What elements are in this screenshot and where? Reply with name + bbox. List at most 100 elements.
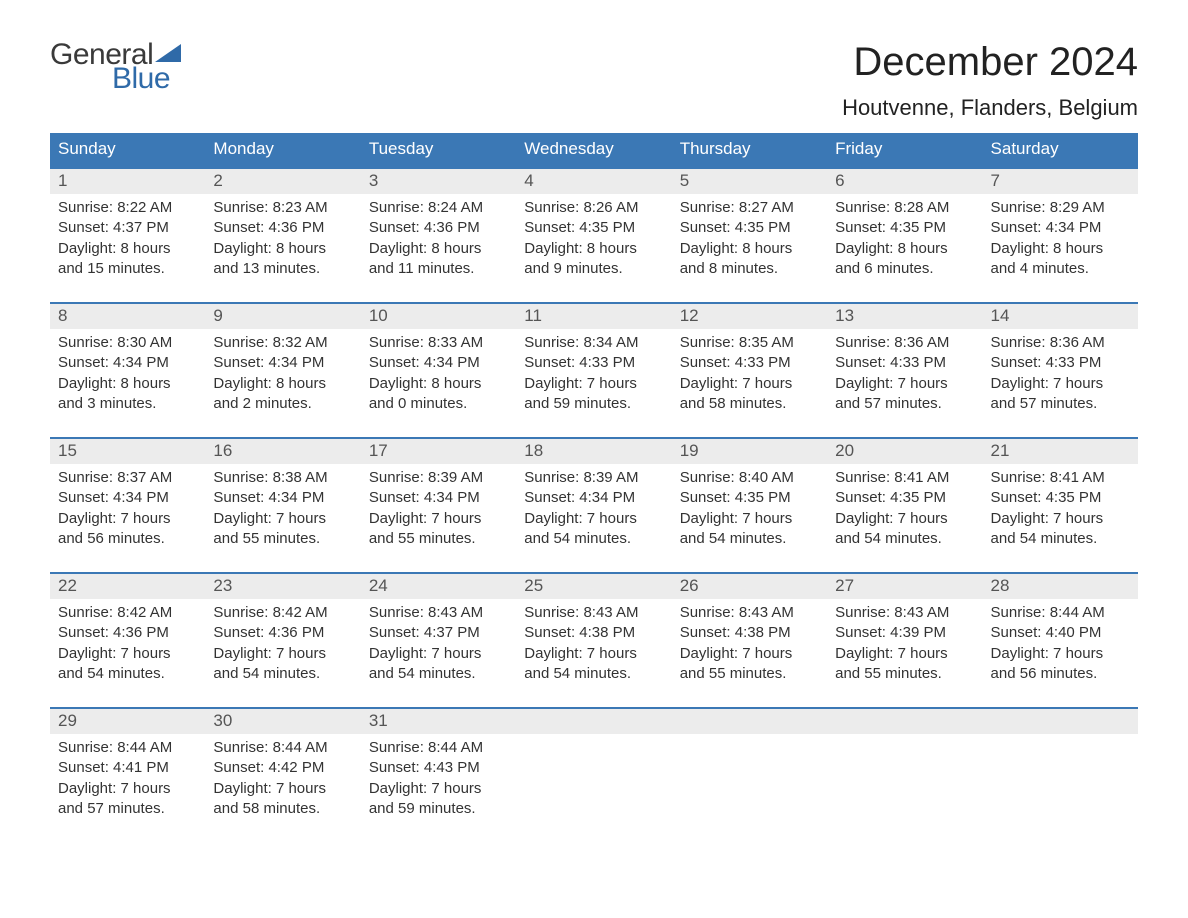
sunset-text: Sunset: 4:37 PM — [58, 218, 197, 238]
sunset-text: Sunset: 4:34 PM — [213, 488, 352, 508]
day-cell: Sunrise: 8:41 AMSunset: 4:35 PMDaylight:… — [827, 464, 982, 572]
day-cell: Sunrise: 8:32 AMSunset: 4:34 PMDaylight:… — [205, 329, 360, 437]
day-cell: Sunrise: 8:39 AMSunset: 4:34 PMDaylight:… — [361, 464, 516, 572]
daylight-line2: and 55 minutes. — [835, 664, 974, 684]
daylight-line1: Daylight: 8 hours — [213, 239, 352, 259]
day-number: 2 — [205, 169, 360, 194]
sunrise-text: Sunrise: 8:39 AM — [524, 468, 663, 488]
day-cell: Sunrise: 8:29 AMSunset: 4:34 PMDaylight:… — [983, 194, 1138, 302]
sunrise-text: Sunrise: 8:32 AM — [213, 333, 352, 353]
day-content-row: Sunrise: 8:44 AMSunset: 4:41 PMDaylight:… — [50, 734, 1138, 842]
sunset-text: Sunset: 4:40 PM — [991, 623, 1130, 643]
weekday-header: Tuesday — [361, 133, 516, 167]
day-cell: Sunrise: 8:43 AMSunset: 4:39 PMDaylight:… — [827, 599, 982, 707]
weekday-header: Monday — [205, 133, 360, 167]
sunrise-text: Sunrise: 8:37 AM — [58, 468, 197, 488]
day-number — [983, 709, 1138, 734]
sunrise-text: Sunrise: 8:43 AM — [680, 603, 819, 623]
day-cell: Sunrise: 8:43 AMSunset: 4:38 PMDaylight:… — [672, 599, 827, 707]
day-number: 28 — [983, 574, 1138, 599]
day-cell — [672, 734, 827, 842]
daylight-line2: and 59 minutes. — [369, 799, 508, 819]
day-cell: Sunrise: 8:40 AMSunset: 4:35 PMDaylight:… — [672, 464, 827, 572]
day-number: 30 — [205, 709, 360, 734]
month-title: December 2024 — [842, 40, 1138, 85]
daylight-line1: Daylight: 8 hours — [58, 374, 197, 394]
sunrise-text: Sunrise: 8:43 AM — [835, 603, 974, 623]
day-number: 29 — [50, 709, 205, 734]
sunset-text: Sunset: 4:33 PM — [991, 353, 1130, 373]
day-number: 4 — [516, 169, 671, 194]
day-cell: Sunrise: 8:36 AMSunset: 4:33 PMDaylight:… — [827, 329, 982, 437]
sunset-text: Sunset: 4:34 PM — [369, 353, 508, 373]
sunrise-text: Sunrise: 8:36 AM — [835, 333, 974, 353]
sunset-text: Sunset: 4:36 PM — [369, 218, 508, 238]
day-cell: Sunrise: 8:34 AMSunset: 4:33 PMDaylight:… — [516, 329, 671, 437]
day-number: 21 — [983, 439, 1138, 464]
sunrise-text: Sunrise: 8:44 AM — [369, 738, 508, 758]
day-number: 24 — [361, 574, 516, 599]
daylight-line2: and 54 minutes. — [524, 664, 663, 684]
daylight-line2: and 56 minutes. — [991, 664, 1130, 684]
sunrise-text: Sunrise: 8:44 AM — [58, 738, 197, 758]
daylight-line1: Daylight: 7 hours — [58, 779, 197, 799]
day-number: 5 — [672, 169, 827, 194]
day-cell: Sunrise: 8:30 AMSunset: 4:34 PMDaylight:… — [50, 329, 205, 437]
day-number: 18 — [516, 439, 671, 464]
daylight-line2: and 55 minutes. — [369, 529, 508, 549]
sunset-text: Sunset: 4:33 PM — [524, 353, 663, 373]
day-number: 12 — [672, 304, 827, 329]
sunrise-text: Sunrise: 8:43 AM — [369, 603, 508, 623]
daylight-line2: and 54 minutes. — [369, 664, 508, 684]
daylight-line2: and 59 minutes. — [524, 394, 663, 414]
daylight-line2: and 54 minutes. — [524, 529, 663, 549]
sunrise-text: Sunrise: 8:36 AM — [991, 333, 1130, 353]
day-cell — [516, 734, 671, 842]
weeks-container: 1234567Sunrise: 8:22 AMSunset: 4:37 PMDa… — [50, 167, 1138, 842]
daylight-line1: Daylight: 7 hours — [213, 644, 352, 664]
daylight-line2: and 8 minutes. — [680, 259, 819, 279]
sunset-text: Sunset: 4:38 PM — [524, 623, 663, 643]
daylight-line1: Daylight: 7 hours — [680, 509, 819, 529]
week-block: 1234567Sunrise: 8:22 AMSunset: 4:37 PMDa… — [50, 167, 1138, 302]
week-block: 891011121314Sunrise: 8:30 AMSunset: 4:34… — [50, 302, 1138, 437]
daylight-line1: Daylight: 7 hours — [213, 779, 352, 799]
day-content-row: Sunrise: 8:30 AM Sunset: 4:34 PM Daylight:… — [50, 329, 1138, 437]
day-number: 23 — [205, 574, 360, 599]
sunrise-text: Sunrise: 8:28 AM — [835, 198, 974, 218]
daylight-line2: and 0 minutes. — [369, 394, 508, 414]
sunset-text: Sunset: 4:37 PM — [369, 623, 508, 643]
daylight-line2: and 15 minutes. — [58, 259, 197, 279]
daylight-line1: Daylight: 7 hours — [213, 509, 352, 529]
sunset-text: Sunset: 4:34 PM — [369, 488, 508, 508]
sunrise-text: Sunrise: 8:38 AM — [213, 468, 352, 488]
daylight-line1: Daylight: 7 hours — [991, 509, 1130, 529]
day-cell: Sunrise: 8:41 AMSunset: 4:35 PMDaylight:… — [983, 464, 1138, 572]
title-block: December 2024 Houtvenne, Flanders, Belgi… — [842, 40, 1138, 121]
daylight-line1: Daylight: 8 hours — [213, 374, 352, 394]
sunset-text: Sunset: 4:38 PM — [680, 623, 819, 643]
day-number: 7 — [983, 169, 1138, 194]
sunrise-text: Sunrise: 8:42 AM — [213, 603, 352, 623]
day-number: 25 — [516, 574, 671, 599]
sunrise-text: Sunrise: 8:27 AM — [680, 198, 819, 218]
day-number: 10 — [361, 304, 516, 329]
sunrise-text: Sunrise: 8:23 AM — [213, 198, 352, 218]
sunrise-text: Sunrise: 8:30 AM — [58, 333, 197, 353]
daylight-line1: Daylight: 8 hours — [835, 239, 974, 259]
sunset-text: Sunset: 4:34 PM — [58, 488, 197, 508]
daylight-line1: Daylight: 7 hours — [680, 374, 819, 394]
day-number: 31 — [361, 709, 516, 734]
day-cell: Sunrise: 8:44 AMSunset: 4:42 PMDaylight:… — [205, 734, 360, 842]
day-number-row: 293031 — [50, 707, 1138, 734]
day-cell: Sunrise: 8:43 AMSunset: 4:38 PMDaylight:… — [516, 599, 671, 707]
day-number-row: 22232425262728 — [50, 572, 1138, 599]
day-cell: Sunrise: 8:42 AMSunset: 4:36 PMDaylight:… — [205, 599, 360, 707]
day-cell: Sunrise: 8:23 AMSunset: 4:36 PMDaylight:… — [205, 194, 360, 302]
day-number — [516, 709, 671, 734]
logo-word-blue: Blue — [112, 64, 181, 94]
daylight-line2: and 9 minutes. — [524, 259, 663, 279]
day-cell: Sunrise: 8:44 AMSunset: 4:43 PMDaylight:… — [361, 734, 516, 842]
daylight-line2: and 57 minutes. — [991, 394, 1130, 414]
location-subtitle: Houtvenne, Flanders, Belgium — [842, 95, 1138, 121]
